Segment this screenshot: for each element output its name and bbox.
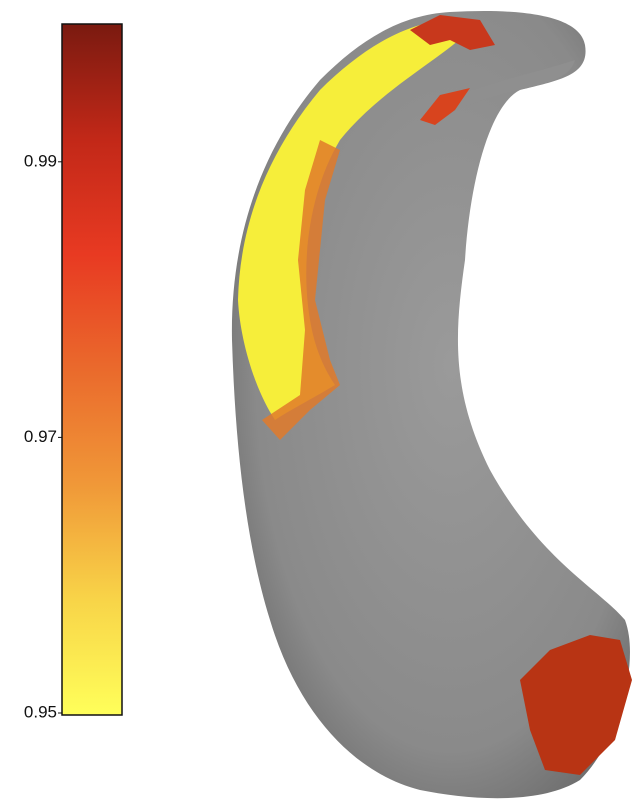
y-tick-label: 0.95	[24, 702, 57, 721]
yellow-region	[238, 22, 470, 420]
colorbar	[61, 23, 123, 716]
red-top	[410, 15, 495, 50]
red-bottom	[520, 635, 632, 775]
y-tick-label: 0.99	[24, 151, 57, 170]
surface-render	[231, 10, 632, 799]
hippocampus-surface	[231, 10, 630, 799]
red-inner	[420, 88, 470, 125]
inner-fold	[430, 60, 575, 120]
orange-edge	[262, 140, 340, 440]
y-tick-label: 0.97	[24, 427, 57, 446]
